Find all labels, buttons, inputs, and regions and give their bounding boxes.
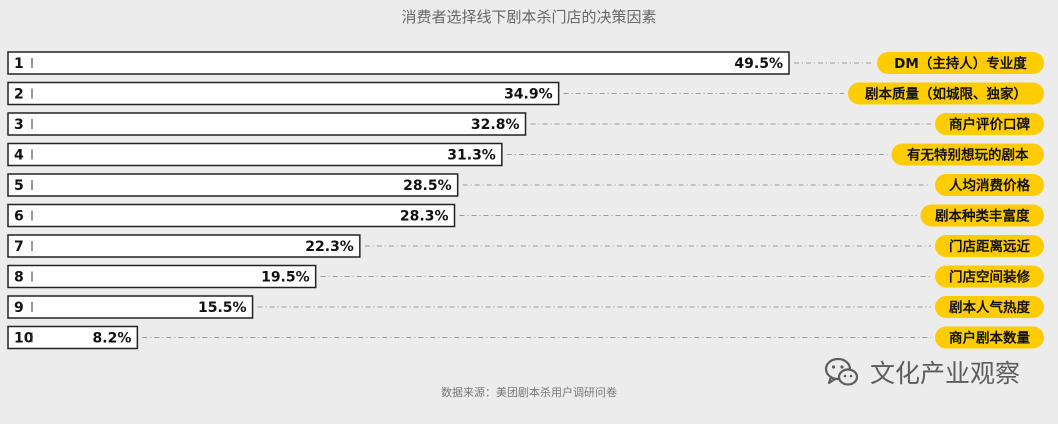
bar: [7, 81, 560, 106]
bar: [7, 203, 456, 228]
value-label: 31.3%: [447, 148, 496, 164]
rank-label: 10: [14, 331, 34, 347]
category-label: 商户评价口碑: [949, 116, 1030, 133]
category-label: DM（主持人）专业度: [894, 55, 1027, 72]
rank-label: 8: [14, 270, 24, 286]
category-label: 剧本人气热度: [949, 299, 1030, 316]
category-pill: [877, 52, 1044, 74]
bar: [7, 234, 361, 258]
value-label: 34.9%: [504, 87, 553, 103]
category-pill: [935, 113, 1044, 135]
value-label: 28.5%: [403, 178, 452, 194]
category-label: 商户剧本数量: [949, 330, 1030, 347]
category-pill: [935, 326, 1044, 349]
bar: [7, 173, 459, 197]
rank-label: 2: [14, 87, 24, 103]
rank-label: 3: [14, 117, 24, 133]
value-label: 32.8%: [471, 117, 520, 133]
rank-label: 1: [14, 56, 24, 72]
category-label: 门店距离远近: [949, 238, 1030, 255]
bar: [7, 295, 254, 319]
watermark: 文化产业观察: [822, 352, 1020, 392]
category-pill: [935, 296, 1044, 318]
bar: [7, 142, 503, 167]
wechat-icon: [824, 357, 859, 386]
value-label: 19.5%: [261, 270, 310, 286]
category-pill: [848, 82, 1044, 105]
value-label: 28.3%: [400, 209, 449, 225]
watermark-text: 文化产业观察: [870, 359, 1021, 388]
category-label: 有无特别想玩的剧本: [907, 147, 1029, 164]
rank-label: 4: [14, 148, 24, 164]
chart-title: 消费者选择线下剧本杀门店的决策因素: [401, 8, 657, 26]
value-label: 15.5%: [198, 300, 247, 316]
bar: [7, 51, 790, 75]
category-pill: [920, 204, 1044, 227]
category-pill: [935, 235, 1044, 257]
category-pill: [935, 265, 1044, 288]
value-label: 22.3%: [305, 239, 354, 255]
rank-label: 7: [14, 239, 24, 255]
bar: [7, 112, 527, 136]
category-label: 剧本质量（如城限、独家）: [865, 86, 1027, 103]
category-label: 人均消费价格: [949, 177, 1030, 194]
category-label: 剧本种类丰富度: [935, 208, 1030, 225]
chart-source: 数据来源：美团剧本杀用户调研问卷: [441, 386, 617, 399]
bar: [7, 325, 139, 350]
rank-label: 9: [14, 300, 24, 316]
value-label: 8.2%: [93, 331, 132, 347]
category-label: 门店空间装修: [949, 269, 1030, 286]
category-pill: [935, 174, 1044, 196]
rank-label: 5: [14, 178, 24, 194]
rank-label: 6: [14, 209, 24, 225]
value-label: 49.5%: [734, 56, 783, 72]
bar: [7, 264, 317, 289]
category-pill: [891, 143, 1044, 166]
